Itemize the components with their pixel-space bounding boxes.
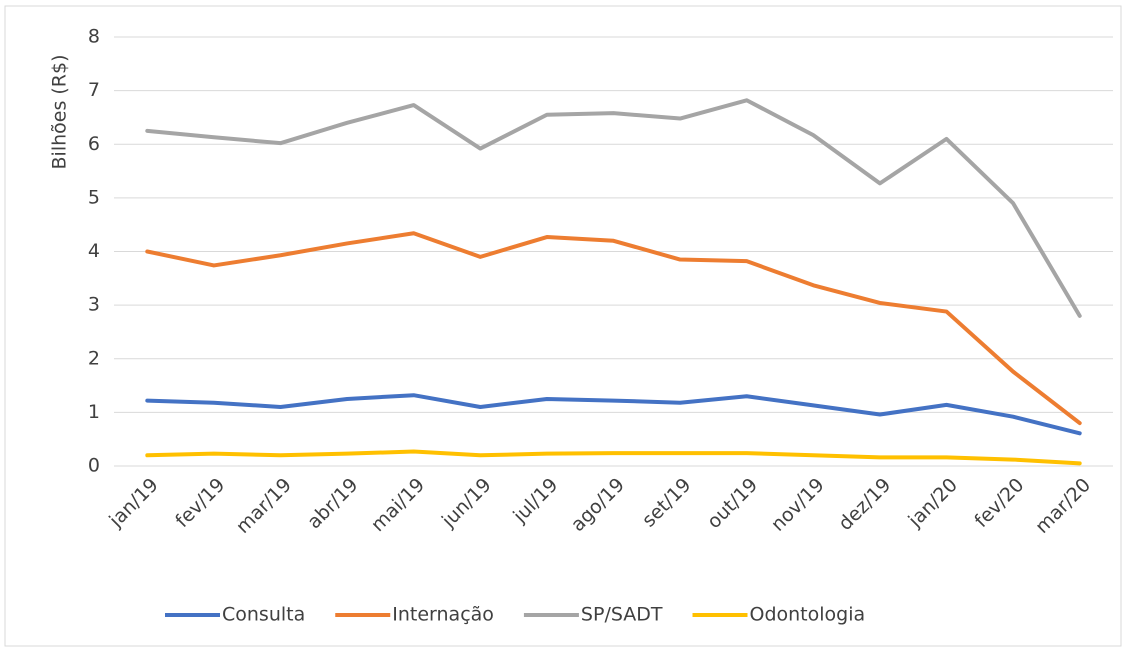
legend-label: SP/SADT	[581, 604, 663, 626]
y-tick-label: 3	[88, 294, 100, 316]
y-tick-label: 5	[88, 186, 100, 208]
series-line	[145, 98, 1082, 318]
y-tick-label: 4	[88, 240, 100, 262]
y-tick-label: 1	[88, 401, 100, 423]
y-tick-label: 0	[88, 455, 100, 477]
legend-label: Consulta	[222, 604, 305, 626]
y-tick-label: 8	[88, 26, 100, 48]
y-axis-label: Bilhões (R$)	[49, 54, 71, 169]
legend-label: Internação	[392, 604, 494, 626]
y-tick-label: 7	[88, 79, 100, 101]
chart-frame	[4, 5, 1122, 647]
y-tick-label: 2	[88, 347, 100, 369]
series-line	[145, 449, 1082, 466]
legend-label: Odontologia	[750, 604, 866, 626]
series-line	[145, 393, 1082, 436]
y-tick-label: 6	[88, 133, 100, 155]
series-line	[145, 231, 1082, 426]
